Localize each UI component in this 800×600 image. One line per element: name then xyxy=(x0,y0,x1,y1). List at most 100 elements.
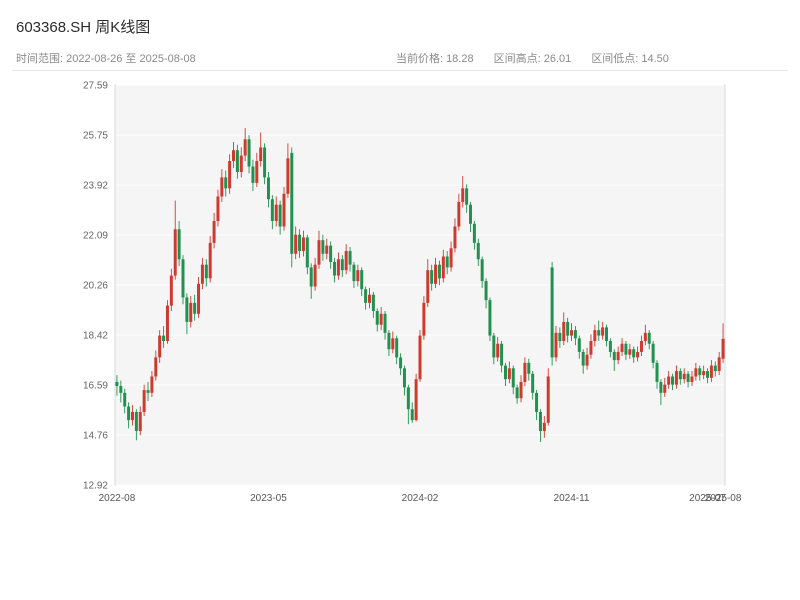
candle xyxy=(577,335,581,359)
candle xyxy=(154,350,158,381)
candle xyxy=(146,381,150,402)
candle xyxy=(589,334,593,359)
y-tick-label: 23.92 xyxy=(83,181,108,192)
candle xyxy=(612,349,616,372)
candle xyxy=(301,230,305,257)
candle xyxy=(655,360,659,389)
candle xyxy=(232,141,236,168)
candle xyxy=(173,200,177,280)
candle xyxy=(651,341,655,369)
candle xyxy=(608,338,612,358)
candle xyxy=(274,196,278,227)
candle xyxy=(721,323,725,363)
candle xyxy=(259,132,263,167)
candle xyxy=(550,261,554,366)
candle xyxy=(119,380,123,403)
candle xyxy=(488,297,492,342)
candle xyxy=(228,154,232,194)
candle xyxy=(383,311,387,340)
candle xyxy=(290,147,294,268)
candle xyxy=(457,193,461,231)
candle xyxy=(134,409,138,441)
candle xyxy=(445,251,449,275)
candle xyxy=(294,226,298,260)
y-tick-label: 12.92 xyxy=(83,481,108,492)
candle xyxy=(461,176,465,208)
range-low-label: 区间低点: xyxy=(591,53,639,65)
candle xyxy=(239,147,243,178)
candle xyxy=(709,360,713,382)
candle xyxy=(713,361,717,377)
kline-chart: 12.92 14.76 16.59 18.42 20.26 22.09 23.92 25.75… xyxy=(0,75,800,515)
candle xyxy=(647,330,651,350)
candle xyxy=(212,212,216,249)
y-tick-label: 20.26 xyxy=(83,280,108,291)
candle xyxy=(484,278,488,309)
candle xyxy=(453,218,457,253)
y-tick-label: 18.42 xyxy=(83,331,108,342)
candle xyxy=(224,170,228,197)
candle xyxy=(247,135,251,174)
current-price-value: 18.28 xyxy=(446,53,474,65)
candle xyxy=(360,267,364,297)
candle xyxy=(138,406,142,436)
candle xyxy=(115,375,119,396)
candle xyxy=(593,324,597,347)
candle xyxy=(422,296,426,340)
candle xyxy=(426,259,430,307)
candle xyxy=(554,326,558,362)
candle xyxy=(379,306,383,331)
current-price-stat: 当前价格: 18.28 xyxy=(396,53,480,65)
y-tick-label: 25.75 xyxy=(83,131,108,142)
candle xyxy=(130,405,134,426)
x-tick-label: 2022-08 xyxy=(99,493,136,504)
candle xyxy=(511,365,515,395)
candle xyxy=(628,343,632,359)
y-tick-label: 16.59 xyxy=(83,380,108,391)
candle xyxy=(523,357,527,387)
candle xyxy=(632,346,636,363)
y-tick-label: 22.09 xyxy=(83,230,108,241)
candle xyxy=(266,171,270,208)
candle xyxy=(181,255,185,305)
candle xyxy=(278,200,282,235)
candle xyxy=(286,143,290,198)
candle xyxy=(546,368,550,426)
candle xyxy=(321,234,325,261)
candle xyxy=(465,184,469,213)
candle xyxy=(476,238,480,267)
candle xyxy=(698,365,702,381)
candle xyxy=(570,323,574,342)
candle xyxy=(193,294,197,321)
candle xyxy=(604,324,608,347)
candle xyxy=(503,362,507,387)
candle xyxy=(441,249,445,283)
candle xyxy=(150,371,154,397)
candle xyxy=(636,346,640,362)
candle xyxy=(177,221,181,267)
candle xyxy=(643,324,647,346)
candle xyxy=(169,268,173,312)
candle xyxy=(472,221,476,250)
candle xyxy=(298,229,302,258)
candle xyxy=(414,373,418,422)
candle xyxy=(531,371,535,400)
candle xyxy=(674,365,678,389)
candle xyxy=(340,255,344,277)
x-axis: 2022-08 2023-05 2024-02 2024-11 2025-072025-… xyxy=(99,493,742,504)
range-low-stat: 区间低点: 14.50 xyxy=(591,53,672,65)
subtitle-row: 时间范围: 2022-08-26 至 2025-08-08 当前价格: 18.28… xyxy=(0,50,800,66)
range-high-label: 区间高点: xyxy=(493,53,541,65)
candle xyxy=(200,257,204,290)
candle xyxy=(123,388,127,414)
candle xyxy=(496,336,500,362)
candle xyxy=(535,390,539,421)
candle xyxy=(519,375,523,403)
candle xyxy=(449,241,453,272)
candle xyxy=(309,263,313,299)
candle xyxy=(165,300,169,344)
candle xyxy=(515,384,519,404)
candle xyxy=(469,201,473,232)
candle xyxy=(663,377,667,397)
candle xyxy=(352,261,356,288)
